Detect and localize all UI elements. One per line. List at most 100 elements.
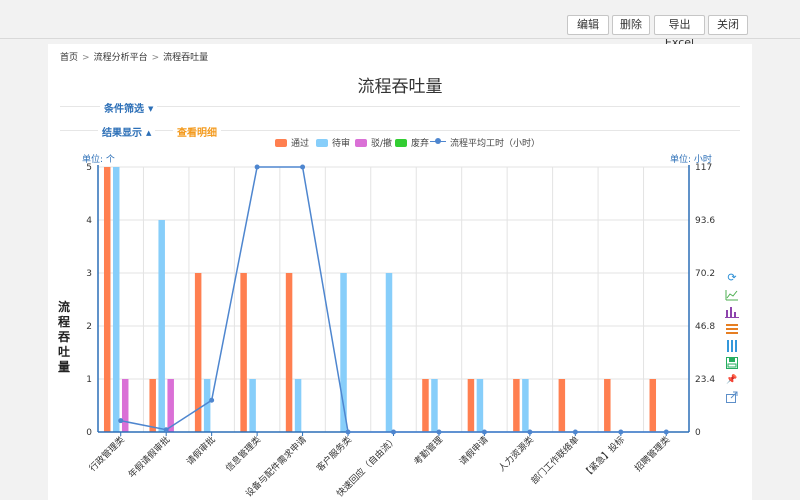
y2-tick-label: 70.2 bbox=[695, 269, 715, 279]
legend-label: 通过 bbox=[291, 139, 310, 149]
legend-item-rejected[interactable]: 驳/撤 bbox=[355, 138, 392, 150]
legend-item-passed[interactable]: 通过 bbox=[275, 138, 309, 150]
top-toolbar: 编辑 删除 导出Excel 关闭 bbox=[0, 0, 800, 49]
left-unit-label: 单位: 个 bbox=[82, 155, 115, 165]
avg-hours-point bbox=[163, 427, 169, 433]
breadcrumb-current: 流程吞吐量 bbox=[163, 53, 209, 63]
y2-tick-label: 93.6 bbox=[695, 216, 715, 226]
avg-hours-point bbox=[118, 418, 124, 424]
export-icon[interactable] bbox=[725, 391, 739, 403]
bar-passed bbox=[649, 379, 657, 432]
x-tick-label: 行政管理类 bbox=[87, 434, 127, 474]
legend-swatch bbox=[355, 139, 367, 147]
toolbar-divider bbox=[0, 38, 800, 39]
bar-pending bbox=[249, 379, 256, 432]
bar-pending bbox=[522, 379, 529, 432]
avg-hours-point bbox=[618, 429, 624, 435]
y-tick-label: 4 bbox=[86, 216, 92, 226]
result-divider bbox=[60, 130, 740, 131]
legend-label: 废弃 bbox=[411, 139, 430, 149]
y-tick-label: 0 bbox=[86, 428, 92, 438]
save-image-icon[interactable] bbox=[725, 357, 739, 369]
x-tick-label: 客户服务类 bbox=[314, 434, 354, 474]
y2-tick-label: 46.8 bbox=[695, 322, 715, 332]
legend-label: 驳/撤 bbox=[371, 139, 393, 149]
bar-passed bbox=[422, 379, 429, 432]
breadcrumb-home[interactable]: 首页 bbox=[60, 53, 79, 63]
filter-section-toggle[interactable]: 条件筛选 ▼ bbox=[100, 100, 158, 115]
view-detail-link[interactable]: 查看明细 bbox=[173, 124, 221, 139]
chevron-down-icon: ▼ bbox=[148, 105, 154, 113]
x-tick-label: 人力资源类 bbox=[496, 434, 536, 474]
legend-label: 流程平均工时（小时） bbox=[450, 139, 541, 149]
legend-label: 待审 bbox=[332, 139, 351, 149]
bar-passed bbox=[149, 379, 156, 432]
legend-item-discarded[interactable]: 废弃 bbox=[395, 138, 429, 150]
bar-pending bbox=[385, 273, 393, 432]
bar-passed bbox=[240, 273, 247, 432]
avg-hours-point bbox=[572, 429, 578, 435]
bar-pending bbox=[476, 379, 484, 432]
legend-swatch bbox=[395, 139, 407, 147]
x-tick-label: 【紧急】投标 bbox=[580, 434, 627, 481]
bar-pending bbox=[112, 167, 120, 432]
legend-item-pending[interactable]: 待审 bbox=[316, 138, 350, 150]
avg-hours-point bbox=[663, 429, 669, 435]
bar-passed bbox=[285, 273, 293, 432]
avg-hours-point bbox=[345, 429, 351, 435]
filter-label: 条件筛选 bbox=[104, 104, 144, 115]
x-tick-label: 请假申请 bbox=[457, 434, 491, 468]
y-tick-label: 3 bbox=[86, 269, 92, 279]
y-tick-label: 2 bbox=[86, 322, 92, 332]
breadcrumb-platform[interactable]: 流程分析平台 bbox=[93, 53, 148, 63]
y2-tick-label: 117 bbox=[695, 163, 712, 173]
avg-hours-point bbox=[209, 397, 215, 403]
avg-hours-point bbox=[254, 164, 260, 170]
bar-pending bbox=[340, 273, 347, 432]
pin-icon[interactable]: 📌 bbox=[726, 375, 738, 385]
legend-swatch bbox=[316, 139, 328, 147]
y-tick-label: 1 bbox=[86, 375, 92, 385]
refresh-icon[interactable]: ⟳ bbox=[727, 271, 737, 284]
filter-divider bbox=[60, 106, 740, 107]
bar-pending bbox=[431, 379, 438, 432]
bar-passed bbox=[194, 273, 202, 432]
right-unit-label: 单位: 小时 bbox=[670, 155, 712, 165]
avg-hours-point bbox=[391, 429, 396, 435]
edit-button[interactable]: 编辑 bbox=[567, 15, 609, 35]
y2-tick-label: 0 bbox=[695, 428, 701, 438]
bar-chart-icon[interactable] bbox=[725, 306, 739, 318]
bar-passed bbox=[467, 379, 475, 432]
bar-passed bbox=[103, 167, 111, 432]
bar-passed bbox=[604, 379, 611, 432]
y-tick-label: 5 bbox=[86, 163, 92, 173]
close-button[interactable]: 关闭 bbox=[708, 15, 748, 35]
x-tick-label: 年假请假审批 bbox=[126, 434, 173, 481]
x-tick-label: 部门工作联络单 bbox=[528, 434, 581, 487]
result-label: 结果显示 bbox=[102, 128, 142, 139]
bar-pending bbox=[158, 220, 165, 432]
avg-hours-point bbox=[436, 429, 442, 435]
line-chart-icon[interactable] bbox=[725, 289, 739, 301]
bar-pending bbox=[294, 379, 302, 432]
page-title: 流程吞吐量 bbox=[357, 77, 443, 97]
legend-line-marker bbox=[430, 138, 446, 146]
x-tick-label: 信息管理类 bbox=[223, 434, 263, 474]
chart-legend: 通过 待审 驳/撤 废弃 流程平均工时（小时） bbox=[0, 138, 800, 152]
chevron-up-icon: ▲ bbox=[146, 129, 152, 137]
x-tick-label: 招聘管理类 bbox=[632, 434, 672, 474]
avg-hours-line bbox=[120, 166, 667, 433]
stack-icon[interactable] bbox=[725, 323, 739, 335]
legend-swatch bbox=[275, 139, 287, 147]
legend-item-avg-hours[interactable]: 流程平均工时（小时） bbox=[430, 138, 540, 150]
content-panel bbox=[48, 44, 752, 500]
y2-tick-label: 23.4 bbox=[695, 375, 715, 385]
tiled-icon[interactable] bbox=[725, 340, 739, 352]
x-tick-label: 考勤管理 bbox=[411, 434, 445, 468]
result-section-toggle[interactable]: 结果显示 ▲ bbox=[98, 124, 156, 139]
delete-button[interactable]: 删除 bbox=[612, 15, 650, 35]
avg-hours-point bbox=[300, 164, 306, 170]
y-axis-title: 流程吞吐量 bbox=[57, 300, 70, 374]
bar-rejected bbox=[121, 379, 129, 432]
